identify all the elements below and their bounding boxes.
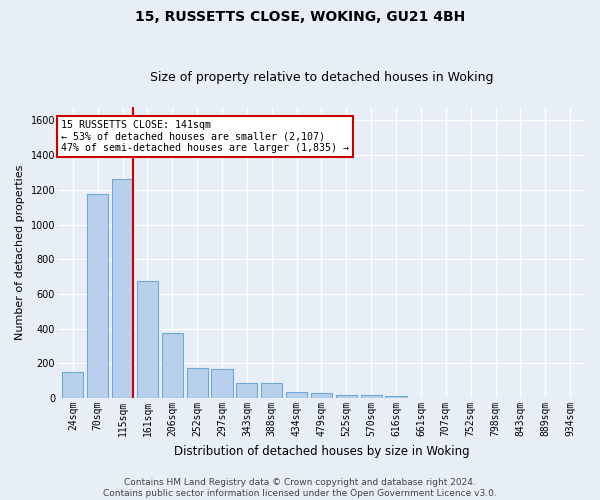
Bar: [87, 194, 109, 398]
Bar: [112, 180, 133, 398]
Bar: [311, 394, 332, 398]
Bar: [187, 368, 208, 398]
Bar: [62, 372, 83, 398]
Y-axis label: Number of detached properties: Number of detached properties: [15, 164, 25, 340]
Text: 15 RUSSETTS CLOSE: 141sqm
← 53% of detached houses are smaller (2,107)
47% of se: 15 RUSSETTS CLOSE: 141sqm ← 53% of detac…: [61, 120, 349, 153]
Bar: [385, 396, 407, 398]
Bar: [336, 394, 357, 398]
Bar: [286, 392, 307, 398]
Bar: [236, 382, 257, 398]
Bar: [211, 368, 233, 398]
Bar: [261, 382, 283, 398]
Bar: [162, 333, 183, 398]
Title: Size of property relative to detached houses in Woking: Size of property relative to detached ho…: [150, 72, 493, 85]
Text: 15, RUSSETTS CLOSE, WOKING, GU21 4BH: 15, RUSSETTS CLOSE, WOKING, GU21 4BH: [135, 10, 465, 24]
Bar: [137, 281, 158, 398]
Text: Contains HM Land Registry data © Crown copyright and database right 2024.
Contai: Contains HM Land Registry data © Crown c…: [103, 478, 497, 498]
Bar: [361, 395, 382, 398]
X-axis label: Distribution of detached houses by size in Woking: Distribution of detached houses by size …: [173, 444, 469, 458]
